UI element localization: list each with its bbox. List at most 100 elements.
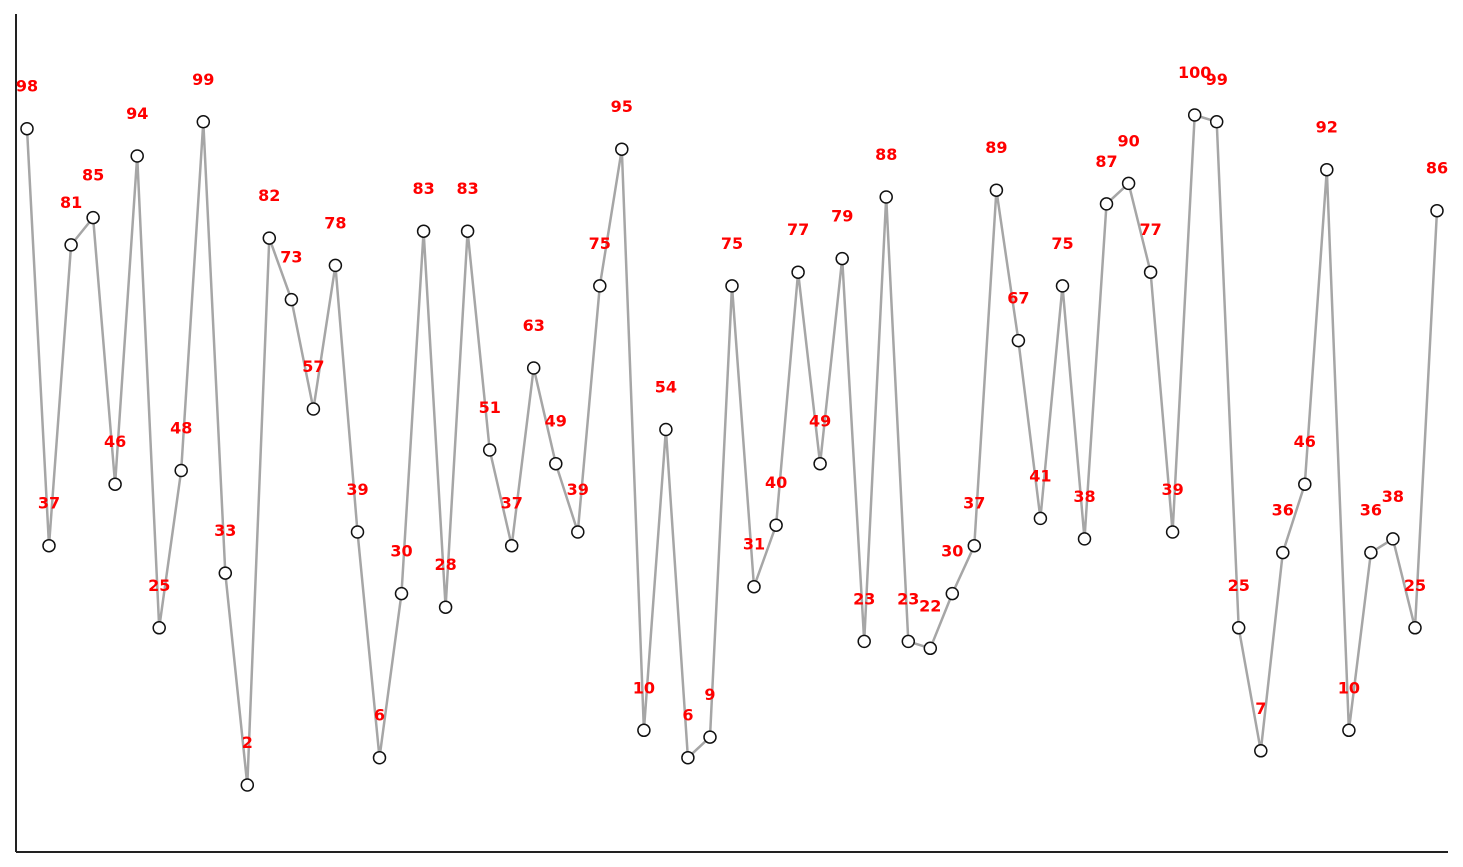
data-point xyxy=(1099,197,1114,211)
data-label: 46 xyxy=(1294,432,1316,451)
data-point xyxy=(1254,744,1268,758)
data-point xyxy=(967,538,982,553)
data-label: 81 xyxy=(60,193,82,212)
data-point xyxy=(769,518,783,532)
data-label: 57 xyxy=(302,357,324,376)
data-label: 75 xyxy=(721,234,743,253)
data-point xyxy=(526,361,541,375)
data-point xyxy=(152,621,166,635)
series-line xyxy=(25,113,1439,787)
data-label: 46 xyxy=(104,432,126,451)
data-point xyxy=(1121,176,1136,191)
data-point xyxy=(328,258,343,273)
data-point xyxy=(1055,279,1070,293)
data-point xyxy=(240,778,255,792)
data-label: 30 xyxy=(390,542,412,561)
data-label: 75 xyxy=(589,234,611,253)
data-point xyxy=(64,238,78,252)
data-label: 83 xyxy=(412,179,434,198)
data-label: 10 xyxy=(1338,678,1360,697)
data-label: 25 xyxy=(1404,576,1426,595)
series-line-group xyxy=(25,113,1439,787)
data-label: 37 xyxy=(38,494,60,513)
data-label: 10 xyxy=(633,678,655,697)
data-label: 36 xyxy=(1360,501,1382,520)
data-point xyxy=(681,750,695,765)
data-label: 9 xyxy=(704,685,715,704)
data-label: 94 xyxy=(126,104,148,123)
data-point xyxy=(989,183,1004,197)
data-label: 39 xyxy=(567,480,589,499)
data-point xyxy=(1077,532,1092,546)
data-point xyxy=(42,538,56,553)
data-label: 41 xyxy=(1029,466,1051,485)
data-point xyxy=(1143,265,1158,279)
data-point xyxy=(1364,545,1378,560)
data-label: 6 xyxy=(682,706,693,725)
data-point xyxy=(615,142,629,156)
data-point xyxy=(196,115,211,129)
data-label: 37 xyxy=(501,494,523,513)
data-point xyxy=(725,279,739,293)
data-point xyxy=(1386,532,1400,546)
data-label: 82 xyxy=(258,186,280,205)
data-label: 30 xyxy=(941,542,963,561)
data-label: 23 xyxy=(897,589,919,608)
data-point xyxy=(284,292,299,307)
data-point xyxy=(879,190,893,204)
data-point xyxy=(108,477,122,491)
data-label: 48 xyxy=(170,419,192,438)
data-label: 90 xyxy=(1117,131,1139,150)
data-label: 85 xyxy=(82,166,104,185)
data-point xyxy=(20,121,34,136)
data-points-group xyxy=(20,108,1444,792)
data-point xyxy=(1209,115,1224,129)
data-point xyxy=(945,586,960,601)
data-point xyxy=(460,224,475,238)
data-point xyxy=(857,634,871,649)
data-point xyxy=(86,210,100,225)
data-label: 49 xyxy=(809,412,831,431)
data-label: 88 xyxy=(875,145,897,164)
data-label: 92 xyxy=(1316,118,1338,137)
data-point xyxy=(416,224,431,238)
data-label: 39 xyxy=(346,480,368,499)
data-label: 33 xyxy=(214,521,236,540)
data-point xyxy=(1187,108,1202,122)
data-point xyxy=(394,586,409,601)
data-point xyxy=(571,525,585,539)
data-point xyxy=(1011,333,1026,348)
data-label: 31 xyxy=(743,535,765,554)
data-label: 77 xyxy=(787,220,809,239)
data-point xyxy=(659,422,673,437)
data-point xyxy=(1430,203,1444,218)
data-point xyxy=(262,231,277,245)
data-point xyxy=(1298,477,1312,491)
data-label: 99 xyxy=(1206,70,1228,89)
data-point xyxy=(835,251,849,266)
data-point xyxy=(1165,525,1180,539)
data-point xyxy=(1231,621,1246,635)
data-label: 2 xyxy=(242,733,253,752)
data-point xyxy=(350,525,365,539)
data-label: 77 xyxy=(1139,220,1161,239)
data-point xyxy=(923,641,938,656)
data-label: 49 xyxy=(545,412,567,431)
data-point xyxy=(1276,545,1290,560)
data-label: 67 xyxy=(1007,289,1029,308)
data-point xyxy=(813,456,827,471)
data-label: 95 xyxy=(611,97,633,116)
data-label: 99 xyxy=(192,70,214,89)
data-point xyxy=(593,279,607,293)
data-label: 40 xyxy=(765,473,787,492)
data-point xyxy=(438,600,453,614)
data-label: 78 xyxy=(324,213,346,232)
data-point xyxy=(482,443,497,457)
data-label: 38 xyxy=(1073,487,1095,506)
data-label: 83 xyxy=(456,179,478,198)
data-point xyxy=(549,456,563,471)
data-point xyxy=(901,634,916,649)
data-label: 75 xyxy=(1051,234,1073,253)
data-label: 100 xyxy=(1178,63,1211,82)
